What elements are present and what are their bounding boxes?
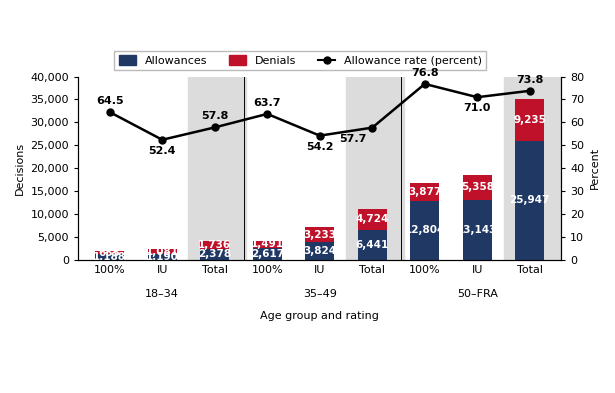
Text: 76.8: 76.8 xyxy=(411,68,438,78)
Text: 1,081: 1,081 xyxy=(146,247,179,257)
Text: 1,491: 1,491 xyxy=(251,239,284,249)
Text: 1,190: 1,190 xyxy=(146,252,179,262)
Bar xyxy=(358,230,387,260)
Text: 52.4: 52.4 xyxy=(148,146,176,156)
Text: 57.8: 57.8 xyxy=(201,111,228,121)
Bar xyxy=(148,254,177,260)
Text: 71.0: 71.0 xyxy=(464,103,491,113)
Y-axis label: Decisions: Decisions xyxy=(15,141,25,195)
Text: 4,724: 4,724 xyxy=(355,215,389,224)
Y-axis label: Percent: Percent xyxy=(590,147,600,189)
Text: 3,877: 3,877 xyxy=(408,187,442,197)
Text: 57.7: 57.7 xyxy=(339,134,367,144)
Bar xyxy=(515,141,544,260)
Bar xyxy=(200,249,229,260)
Text: 2,378: 2,378 xyxy=(198,249,231,259)
Text: 1,188: 1,188 xyxy=(93,252,126,262)
Bar xyxy=(463,200,492,260)
Text: Age group and rating: Age group and rating xyxy=(260,311,379,321)
Text: 35–49: 35–49 xyxy=(303,289,336,299)
Text: 1,736: 1,736 xyxy=(198,240,231,250)
Bar xyxy=(305,242,334,260)
Text: 25,947: 25,947 xyxy=(510,195,550,205)
Text: 2,617: 2,617 xyxy=(251,249,284,259)
Bar xyxy=(463,175,492,200)
Bar xyxy=(305,228,334,242)
Bar xyxy=(188,77,246,260)
Bar xyxy=(358,209,387,230)
Text: 5,358: 5,358 xyxy=(461,182,494,192)
Bar xyxy=(95,254,124,260)
Text: 73.8: 73.8 xyxy=(516,75,544,84)
Bar xyxy=(253,241,282,248)
Text: 9,235: 9,235 xyxy=(514,115,546,125)
Bar xyxy=(504,77,561,260)
Bar xyxy=(200,241,229,249)
Text: 655: 655 xyxy=(99,248,121,258)
Text: 18–34: 18–34 xyxy=(145,289,179,299)
Bar xyxy=(253,248,282,260)
Bar xyxy=(410,184,439,201)
Bar xyxy=(410,201,439,260)
Text: 13,143: 13,143 xyxy=(457,225,498,235)
Bar xyxy=(346,77,404,260)
Text: 12,804: 12,804 xyxy=(405,226,445,235)
Text: 64.5: 64.5 xyxy=(96,96,124,106)
Text: 54.2: 54.2 xyxy=(306,142,333,152)
Bar xyxy=(148,249,177,254)
Text: 3,824: 3,824 xyxy=(303,246,336,256)
Text: 63.7: 63.7 xyxy=(253,98,281,108)
Legend: Allowances, Denials, Allowance rate (percent): Allowances, Denials, Allowance rate (per… xyxy=(114,51,486,70)
Bar xyxy=(515,99,544,141)
Bar xyxy=(95,251,124,254)
Text: 6,441: 6,441 xyxy=(355,240,389,250)
Text: 3,233: 3,233 xyxy=(303,230,336,240)
Text: 50–FRA: 50–FRA xyxy=(457,289,498,299)
